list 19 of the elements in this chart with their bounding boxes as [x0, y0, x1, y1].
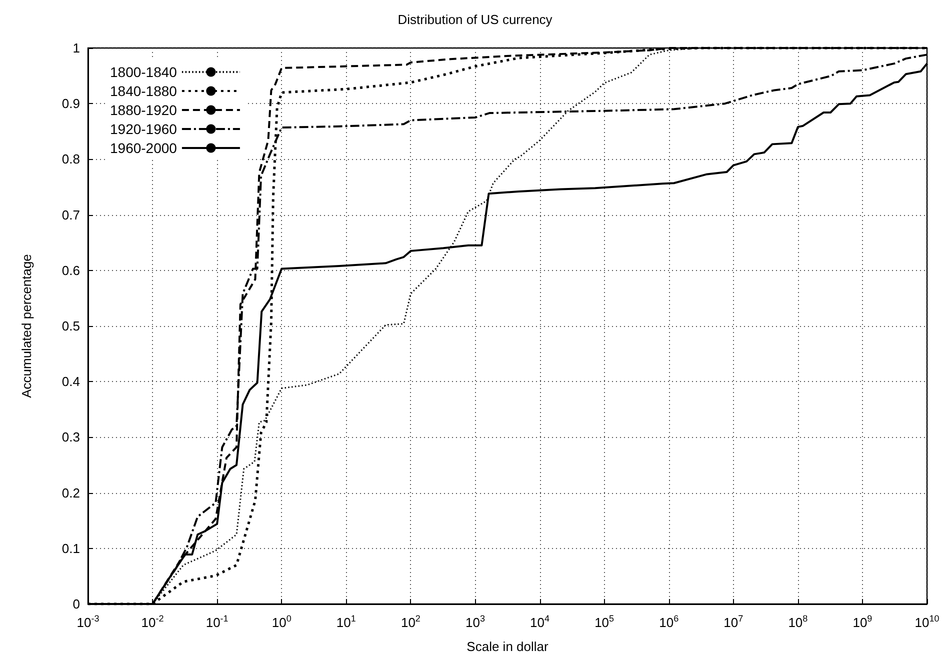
y-tick-label: 0.4 [62, 374, 80, 390]
y-tick-label: 0.8 [62, 152, 80, 167]
legend-label: 1920-1960 [110, 121, 178, 137]
y-tick-label: 1 [72, 40, 80, 56]
y-tick-label: 0.5 [62, 318, 80, 334]
y-tick-label: 0.1 [62, 540, 80, 556]
y-axis-title: Accumulated percentage [19, 254, 34, 398]
y-tick-label: 0.3 [62, 430, 80, 445]
y-tick-label: 0.6 [62, 262, 80, 278]
legend-label: 1800-1840 [110, 64, 178, 80]
legend-label: 1960-2000 [110, 140, 178, 156]
legend-label: 1880-1920 [110, 102, 178, 118]
y-tick-label: 0.7 [62, 207, 80, 222]
legend-label: 1840-1880 [110, 83, 178, 99]
chart-title: Distribution of US currency [398, 12, 553, 27]
y-tick-label: 0.2 [62, 485, 80, 500]
x-axis-title: Scale in dollar [466, 639, 549, 654]
y-tick-label: 0 [72, 596, 80, 612]
y-tick-label: 0.9 [62, 96, 80, 112]
